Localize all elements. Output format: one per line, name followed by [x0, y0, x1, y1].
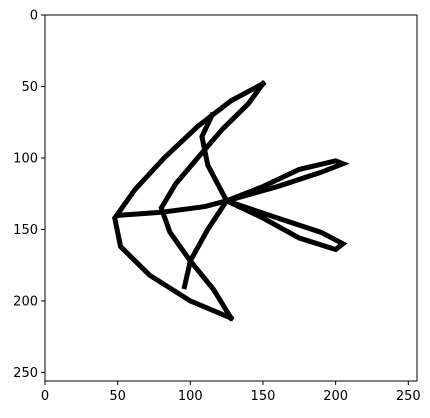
- y-tick-label: 150: [13, 223, 38, 238]
- x-tick-label: 200: [323, 389, 348, 404]
- x-tick-label: 150: [251, 389, 276, 404]
- y-axis: 0 50 100 150 200 250: [13, 9, 45, 381]
- y-tick-label: 100: [13, 151, 38, 166]
- x-tick-label: 250: [396, 389, 421, 404]
- x-tick-label: 100: [178, 389, 203, 404]
- y-tick-label: 250: [13, 366, 38, 381]
- y-tick-label: 0: [30, 9, 38, 24]
- x-axis: 0 50 100 150 200 250: [41, 381, 421, 404]
- y-tick-label: 50: [21, 80, 38, 95]
- x-tick-label: 0: [41, 389, 49, 404]
- y-tick-label: 200: [13, 294, 38, 309]
- x-tick-label: 50: [109, 389, 126, 404]
